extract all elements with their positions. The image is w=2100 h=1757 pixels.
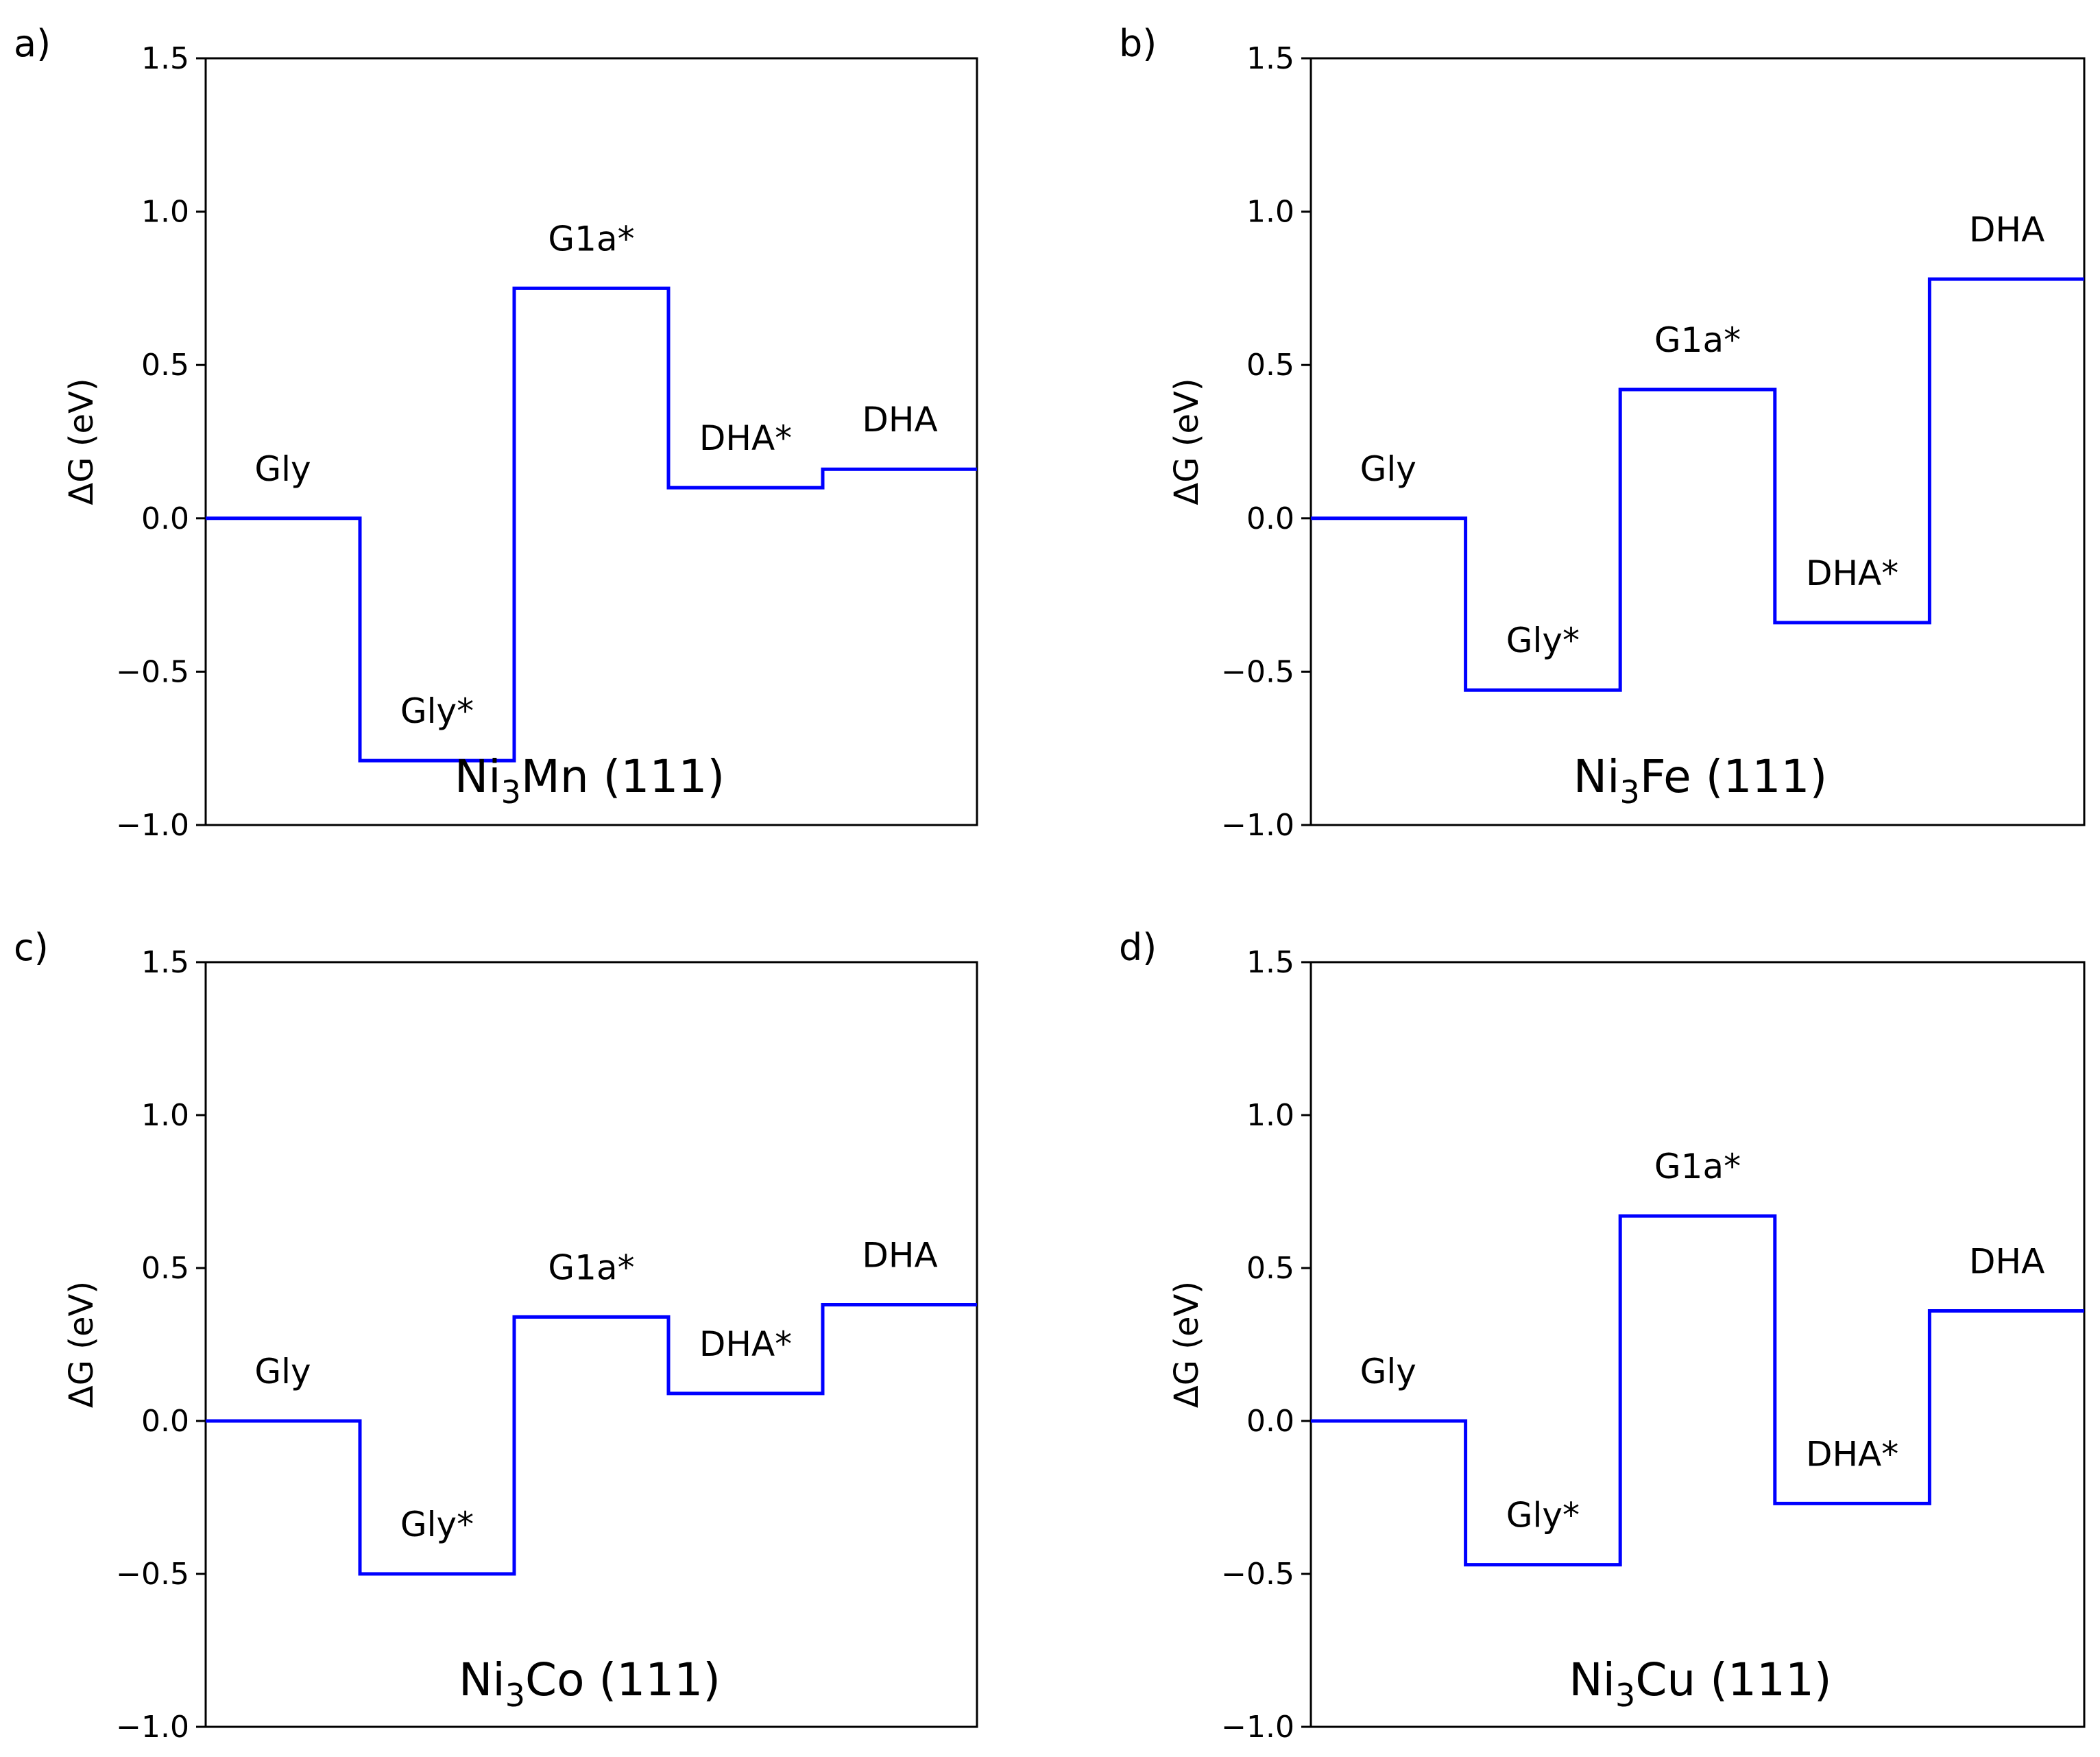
panel-letter: a) <box>14 22 51 65</box>
y-axis-label: ΔG (eV) <box>62 1281 101 1408</box>
state-label: Gly <box>1360 449 1416 489</box>
state-label: DHA <box>1969 1241 2044 1281</box>
energy-profile-line <box>1311 277 2084 692</box>
axes-frame <box>204 57 978 826</box>
state-label: G1a* <box>1654 320 1741 360</box>
y-tick-label: 0.0 <box>141 1404 189 1439</box>
y-tick-label: −0.5 <box>1221 654 1294 689</box>
y-tick-label: −1.0 <box>1221 808 1294 843</box>
y-tick-label: 1.0 <box>1246 1098 1294 1133</box>
panel-title: Ni3Co (111) <box>459 1653 721 1714</box>
panel-letter: b) <box>1119 22 1157 65</box>
panel-letter: d) <box>1119 926 1157 969</box>
state-label: Gly <box>254 1352 311 1391</box>
energy-profile-line <box>206 1303 977 1576</box>
energy-profile-line <box>206 286 977 763</box>
state-label: DHA* <box>1806 553 1898 593</box>
state-label: Gly <box>1360 1352 1416 1391</box>
y-tick-label: 1.0 <box>141 195 189 230</box>
state-label: DHA* <box>699 418 792 458</box>
state-label: Gly* <box>1506 621 1580 660</box>
y-tick-label: 1.0 <box>1246 195 1294 230</box>
y-axis-label: ΔG (eV) <box>1168 378 1206 505</box>
y-tick-label: 0.0 <box>141 501 189 536</box>
state-label: G1a* <box>548 1247 634 1287</box>
state-label: G1a* <box>548 219 634 259</box>
y-axis-label: ΔG (eV) <box>62 378 101 505</box>
state-label: DHA* <box>699 1324 792 1364</box>
y-tick-label: 0.0 <box>1246 501 1294 536</box>
panel-title: Ni3Fe (111) <box>1573 750 1827 811</box>
y-tick-label: 1.0 <box>141 1098 189 1133</box>
y-tick-label: −0.5 <box>116 654 189 689</box>
axes-frame <box>1310 57 2086 826</box>
y-tick-label: 1.5 <box>141 945 189 980</box>
state-label: Gly* <box>400 1505 474 1544</box>
y-tick-label: 0.5 <box>1246 1251 1294 1286</box>
y-tick-label: −0.5 <box>116 1557 189 1592</box>
panel-letter: c) <box>14 926 49 969</box>
y-tick-label: −0.5 <box>1221 1557 1294 1592</box>
y-tick-label: 1.5 <box>141 41 189 76</box>
axes-frame <box>204 961 978 1728</box>
panel-4: −1.0 −0.5 0.0 0.5 1.0 1.5 ΔG (eV) d) Gly Gly* G1a*… <box>1119 926 2086 1745</box>
y-tick-label: 1.5 <box>1246 945 1294 980</box>
y-tick-label: −1.0 <box>116 808 189 843</box>
energy-profile-line <box>1311 1214 2084 1567</box>
panel-3: −1.0 −0.5 0.0 0.5 1.0 1.5 ΔG (eV) c) Gly Gly* G1a*… <box>14 926 978 1745</box>
y-tick-label: 0.5 <box>141 348 189 383</box>
axes-frame <box>1310 961 2086 1728</box>
panel-2: −1.0 −0.5 0.0 0.5 1.0 1.5 ΔG (eV) b) Gly Gly* G1a*… <box>1119 22 2086 843</box>
y-tick-label: 1.5 <box>1246 41 1294 76</box>
panel-title: Ni3Cu (111) <box>1569 1653 1831 1714</box>
state-label: Gly <box>254 449 311 489</box>
state-label: DHA <box>862 400 937 440</box>
state-label: DHA <box>1969 210 2044 250</box>
y-tick-label: −1.0 <box>116 1710 189 1745</box>
state-label: G1a* <box>1654 1147 1741 1186</box>
y-tick-label: 0.0 <box>1246 1404 1294 1439</box>
y-tick-label: 0.5 <box>1246 348 1294 383</box>
y-tick-label: −1.0 <box>1221 1710 1294 1745</box>
state-label: Gly* <box>1506 1496 1580 1535</box>
state-label: Gly* <box>400 691 474 731</box>
state-label: DHA <box>862 1236 937 1276</box>
panel-1: −1.0 −0.5 0.0 0.5 1.0 1.5 ΔG (eV) a) Gly Gly* G1a*… <box>14 22 978 843</box>
y-tick-label: 0.5 <box>141 1251 189 1286</box>
panel-title: Ni3Mn (111) <box>455 750 725 811</box>
state-label: DHA* <box>1806 1434 1898 1474</box>
y-axis-label: ΔG (eV) <box>1168 1281 1206 1408</box>
